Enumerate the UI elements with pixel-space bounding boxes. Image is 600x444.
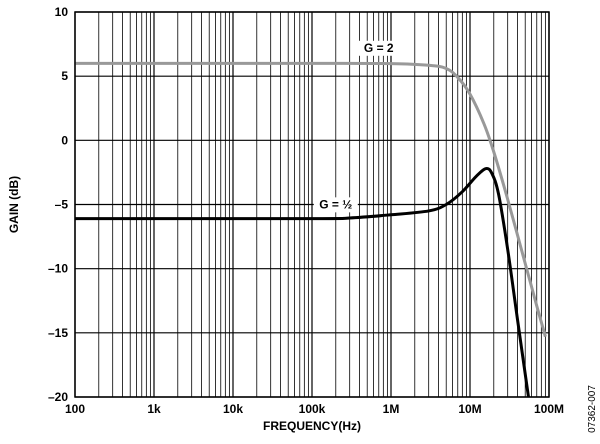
y-tick-label: 10 <box>55 5 69 19</box>
y-tick-label: –5 <box>55 198 69 212</box>
series-annotations: G = 2 G = ½ <box>313 40 401 213</box>
y-tick-labels: 10 5 0 –5 –10 –15 –20 <box>48 5 68 404</box>
y-tick-label: 0 <box>61 133 68 147</box>
series-layer <box>74 61 547 398</box>
x-tick-label: 10M <box>458 402 481 416</box>
annotation-gain-2: G = 2 <box>364 41 394 55</box>
x-tick-label: 100k <box>299 402 326 416</box>
series-line-gain-half <box>74 166 530 398</box>
y-tick-label: –10 <box>48 262 68 276</box>
x-tick-label: 1k <box>147 402 161 416</box>
x-tick-labels: 100 1k 10k 100k 1M 10M 100M <box>65 402 564 416</box>
annotation-gain-half: G = ½ <box>319 197 352 211</box>
series-line-gain-2 <box>74 61 547 338</box>
y-tick-label: –20 <box>48 390 68 404</box>
annotation-background <box>313 197 358 213</box>
figure-id: 07362-007 <box>587 385 598 433</box>
y-axis-label: GAIN (dB) <box>7 176 21 233</box>
y-tick-label: –15 <box>48 326 68 340</box>
x-tick-label: 100 <box>65 402 85 416</box>
x-tick-label: 1M <box>383 402 400 416</box>
plot-frame <box>74 11 550 398</box>
x-axis-label: FREQUENCY(Hz) <box>263 419 361 433</box>
x-tick-label: 100M <box>534 402 564 416</box>
y-tick-label: 5 <box>61 69 68 83</box>
x-tick-label: 10k <box>223 402 243 416</box>
annotation-background <box>356 40 401 56</box>
